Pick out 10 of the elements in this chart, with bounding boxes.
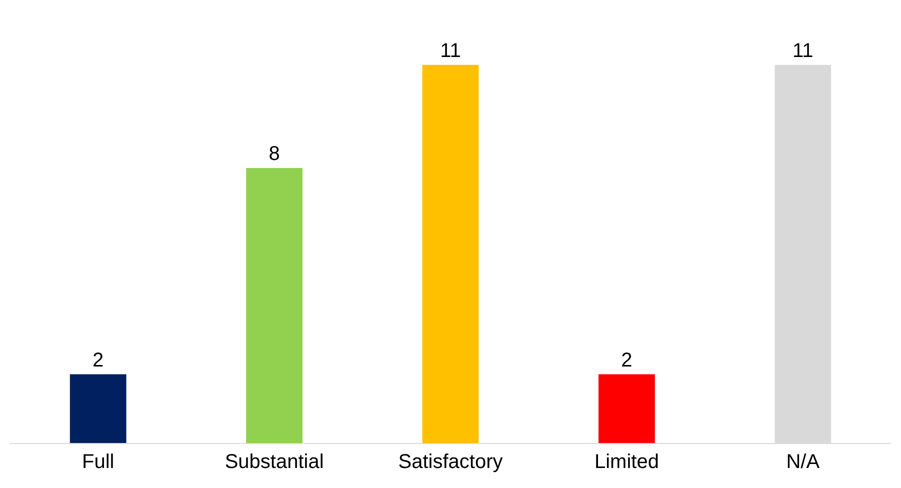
data-label: 2 — [92, 349, 104, 372]
x-tick-label: Substantial — [224, 451, 324, 473]
x-tick-label: N/A — [786, 451, 820, 473]
x-tick-label: Full — [82, 451, 114, 473]
x-tick-label: Satisfactory — [398, 451, 503, 473]
data-label: 2 — [621, 349, 632, 372]
x-tick-label: Limited — [594, 451, 659, 473]
data-label: 11 — [440, 40, 461, 62]
data-label: 8 — [268, 143, 280, 166]
data-label: 11 — [792, 40, 814, 62]
